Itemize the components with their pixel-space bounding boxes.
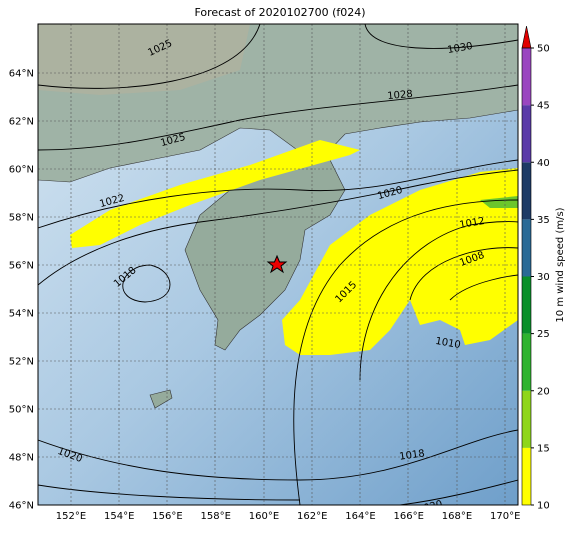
colorbar-segment bbox=[522, 105, 531, 163]
lat-label: 64°N bbox=[9, 69, 34, 80]
colorbar-segment bbox=[522, 48, 531, 106]
isobars bbox=[38, 24, 518, 505]
lon-label: 170°E bbox=[490, 511, 520, 522]
graticule bbox=[38, 24, 518, 505]
colorbar: 10 15 20 25 30 35 40 45 50 10 m wind speed (m/s) bbox=[521, 25, 566, 512]
lon-label: 158°E bbox=[201, 511, 231, 522]
lon-label: 154°E bbox=[104, 511, 134, 522]
colorbar-tick-label: 40 bbox=[537, 158, 550, 169]
colorbar-tick-label: 20 bbox=[537, 386, 550, 397]
colorbar-segment bbox=[522, 276, 531, 334]
isobar-label: 1020 bbox=[416, 499, 443, 516]
colorbar-label: 10 m wind speed (m/s) bbox=[555, 207, 566, 322]
lat-label: 58°N bbox=[9, 213, 34, 224]
wind-area bbox=[480, 196, 518, 208]
colorbar-segment bbox=[522, 390, 531, 448]
lon-label: 160°E bbox=[249, 511, 279, 522]
land-relief bbox=[38, 24, 250, 95]
colorbar-segment bbox=[522, 219, 531, 277]
lat-label: 46°N bbox=[9, 501, 34, 512]
lat-label: 54°N bbox=[9, 309, 34, 320]
colorbar-tick-label: 25 bbox=[537, 329, 550, 340]
colorbar-tick-label: 30 bbox=[537, 272, 550, 283]
lat-label: 60°N bbox=[9, 165, 34, 176]
lat-label: 52°N bbox=[9, 357, 34, 368]
lat-label: 62°N bbox=[9, 117, 34, 128]
title: Forecast of 2020102700 (f024) bbox=[194, 6, 365, 19]
colorbar-tick-label: 50 bbox=[537, 44, 550, 55]
colorbar-segment bbox=[522, 162, 531, 220]
isobar-label: 1010 bbox=[434, 336, 461, 351]
lon-label: 156°E bbox=[152, 511, 182, 522]
colorbar-tick-label: 35 bbox=[537, 215, 550, 226]
lat-label: 48°N bbox=[9, 453, 34, 464]
lon-label: 166°E bbox=[394, 511, 424, 522]
lon-label: 162°E bbox=[297, 511, 327, 522]
colorbar-segment bbox=[522, 447, 531, 505]
colorbar-tick-label: 45 bbox=[537, 101, 550, 112]
lat-label: 56°N bbox=[9, 261, 34, 272]
location-star bbox=[266, 254, 288, 274]
lon-label: 152°E bbox=[56, 511, 86, 522]
colorbar-extension bbox=[521, 25, 532, 49]
isobar-label: 1030 bbox=[447, 41, 474, 56]
land-island bbox=[149, 389, 173, 409]
isobar-label: 1028 bbox=[387, 89, 413, 102]
map-frame bbox=[37, 23, 519, 506]
colorbar-tick-label: 10 bbox=[537, 501, 550, 512]
wind-area bbox=[282, 168, 518, 355]
lon-label: 164°E bbox=[345, 511, 375, 522]
isobar-label: 1018 bbox=[399, 448, 426, 462]
colorbar-tick-label: 15 bbox=[537, 443, 550, 454]
isobar-label: 1012 bbox=[459, 216, 486, 231]
colorbar-segment bbox=[522, 333, 531, 391]
lat-label: 50°N bbox=[9, 405, 34, 416]
lon-label: 168°E bbox=[442, 511, 472, 522]
